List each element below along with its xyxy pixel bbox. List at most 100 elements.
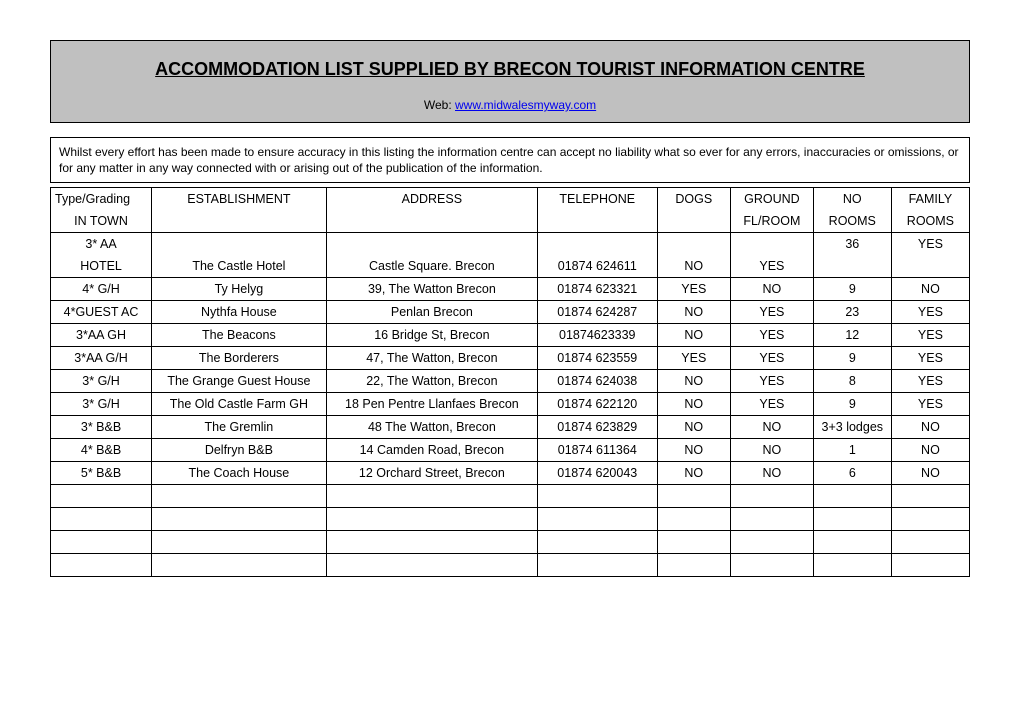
table-cell: 9 [813, 347, 891, 370]
table-cell: 01874 624611 [538, 255, 657, 278]
table-row: 3* B&BThe Gremlin48 The Watton, Brecon01… [51, 416, 970, 439]
table-cell-empty [891, 508, 969, 531]
column-header: ESTABLISHMENT [152, 188, 327, 211]
table-row-empty [51, 554, 970, 577]
table-cell [891, 255, 969, 278]
column-subheader: ROOMS [891, 210, 969, 233]
table-row: 5* B&BThe Coach House12 Orchard Street, … [51, 462, 970, 485]
table-cell: NO [657, 301, 731, 324]
table-cell: 9 [813, 393, 891, 416]
table-cell: The Beacons [152, 324, 327, 347]
table-cell-empty [326, 554, 537, 577]
table-cell: YES [891, 233, 969, 256]
table-cell: 01874 623559 [538, 347, 657, 370]
table-cell: 12 [813, 324, 891, 347]
header-box: ACCOMMODATION LIST SUPPLIED BY BRECON TO… [50, 40, 970, 123]
table-cell: 48 The Watton, Brecon [326, 416, 537, 439]
table-cell: 3*AA G/H [51, 347, 152, 370]
column-header: DOGS [657, 188, 731, 211]
table-cell-empty [813, 485, 891, 508]
table-cell: 9 [813, 278, 891, 301]
column-header: NO [813, 188, 891, 211]
table-cell [326, 233, 537, 256]
table-cell: 36 [813, 233, 891, 256]
web-label: Web: [424, 98, 452, 112]
table-cell-empty [731, 485, 814, 508]
table-cell-empty [152, 554, 327, 577]
table-cell-empty [731, 508, 814, 531]
table-cell-empty [731, 531, 814, 554]
table-cell-empty [152, 508, 327, 531]
table-cell: 01874623339 [538, 324, 657, 347]
web-link[interactable]: www.midwalesmyway.com [455, 98, 596, 112]
table-cell-empty [152, 531, 327, 554]
table-cell: 3* AA [51, 233, 152, 256]
table-row: 3*AA GHThe Beacons16 Bridge St, Brecon01… [51, 324, 970, 347]
column-header: Type/Grading [51, 188, 152, 211]
column-subheader: IN TOWN [51, 210, 152, 233]
table-cell: 4* G/H [51, 278, 152, 301]
table-cell: 47, The Watton, Brecon [326, 347, 537, 370]
column-header: FAMILY [891, 188, 969, 211]
table-cell: YES [731, 393, 814, 416]
table-cell-empty [326, 531, 537, 554]
table-cell: Ty Helyg [152, 278, 327, 301]
table-cell: YES [731, 301, 814, 324]
table-cell: 1 [813, 439, 891, 462]
table-cell: The Castle Hotel [152, 255, 327, 278]
table-cell: YES [891, 370, 969, 393]
table-row: HOTELThe Castle HotelCastle Square. Brec… [51, 255, 970, 278]
table-cell: 23 [813, 301, 891, 324]
table-cell-empty [538, 554, 657, 577]
table-cell: The Borderers [152, 347, 327, 370]
table-cell: NO [657, 324, 731, 347]
column-header: GROUND [731, 188, 814, 211]
table-cell: 01874 611364 [538, 439, 657, 462]
table-cell [538, 233, 657, 256]
table-cell: HOTEL [51, 255, 152, 278]
table-cell: NO [891, 462, 969, 485]
table-cell-empty [813, 531, 891, 554]
table-cell: 18 Pen Pentre Llanfaes Brecon [326, 393, 537, 416]
table-row: 3*AA G/HThe Borderers47, The Watton, Bre… [51, 347, 970, 370]
disclaimer-box: Whilst every effort has been made to ens… [50, 137, 970, 183]
table-cell: 14 Camden Road, Brecon [326, 439, 537, 462]
table-cell: NO [657, 416, 731, 439]
table-cell: NO [731, 462, 814, 485]
table-cell-empty [326, 508, 537, 531]
table-cell: 5* B&B [51, 462, 152, 485]
table-cell-empty [813, 508, 891, 531]
table-cell: NO [657, 370, 731, 393]
column-subheader: ROOMS [813, 210, 891, 233]
column-subheader [326, 210, 537, 233]
table-cell-empty [891, 531, 969, 554]
table-cell-empty [657, 554, 731, 577]
column-subheader [657, 210, 731, 233]
table-cell-empty [813, 554, 891, 577]
table-cell: The Gremlin [152, 416, 327, 439]
table-cell: 01874 624038 [538, 370, 657, 393]
table-cell: 12 Orchard Street, Brecon [326, 462, 537, 485]
table-cell-empty [538, 508, 657, 531]
table-cell-empty [538, 485, 657, 508]
table-cell: 3*AA GH [51, 324, 152, 347]
table-cell: 3* G/H [51, 370, 152, 393]
table-cell: The Old Castle Farm GH [152, 393, 327, 416]
table-cell-empty [51, 508, 152, 531]
table-cell: NO [891, 416, 969, 439]
table-cell: NO [657, 393, 731, 416]
table-row: 3* G/HThe Old Castle Farm GH18 Pen Pentr… [51, 393, 970, 416]
table-cell: YES [891, 393, 969, 416]
table-cell: 01874 620043 [538, 462, 657, 485]
table-cell-empty [891, 485, 969, 508]
table-cell: NO [891, 439, 969, 462]
column-header: ADDRESS [326, 188, 537, 211]
table-cell: 01874 624287 [538, 301, 657, 324]
table-cell: 3* B&B [51, 416, 152, 439]
table-cell [657, 233, 731, 256]
table-cell: YES [891, 301, 969, 324]
table-cell: 39, The Watton Brecon [326, 278, 537, 301]
table-cell: YES [731, 347, 814, 370]
table-cell [813, 255, 891, 278]
table-cell: NO [657, 462, 731, 485]
